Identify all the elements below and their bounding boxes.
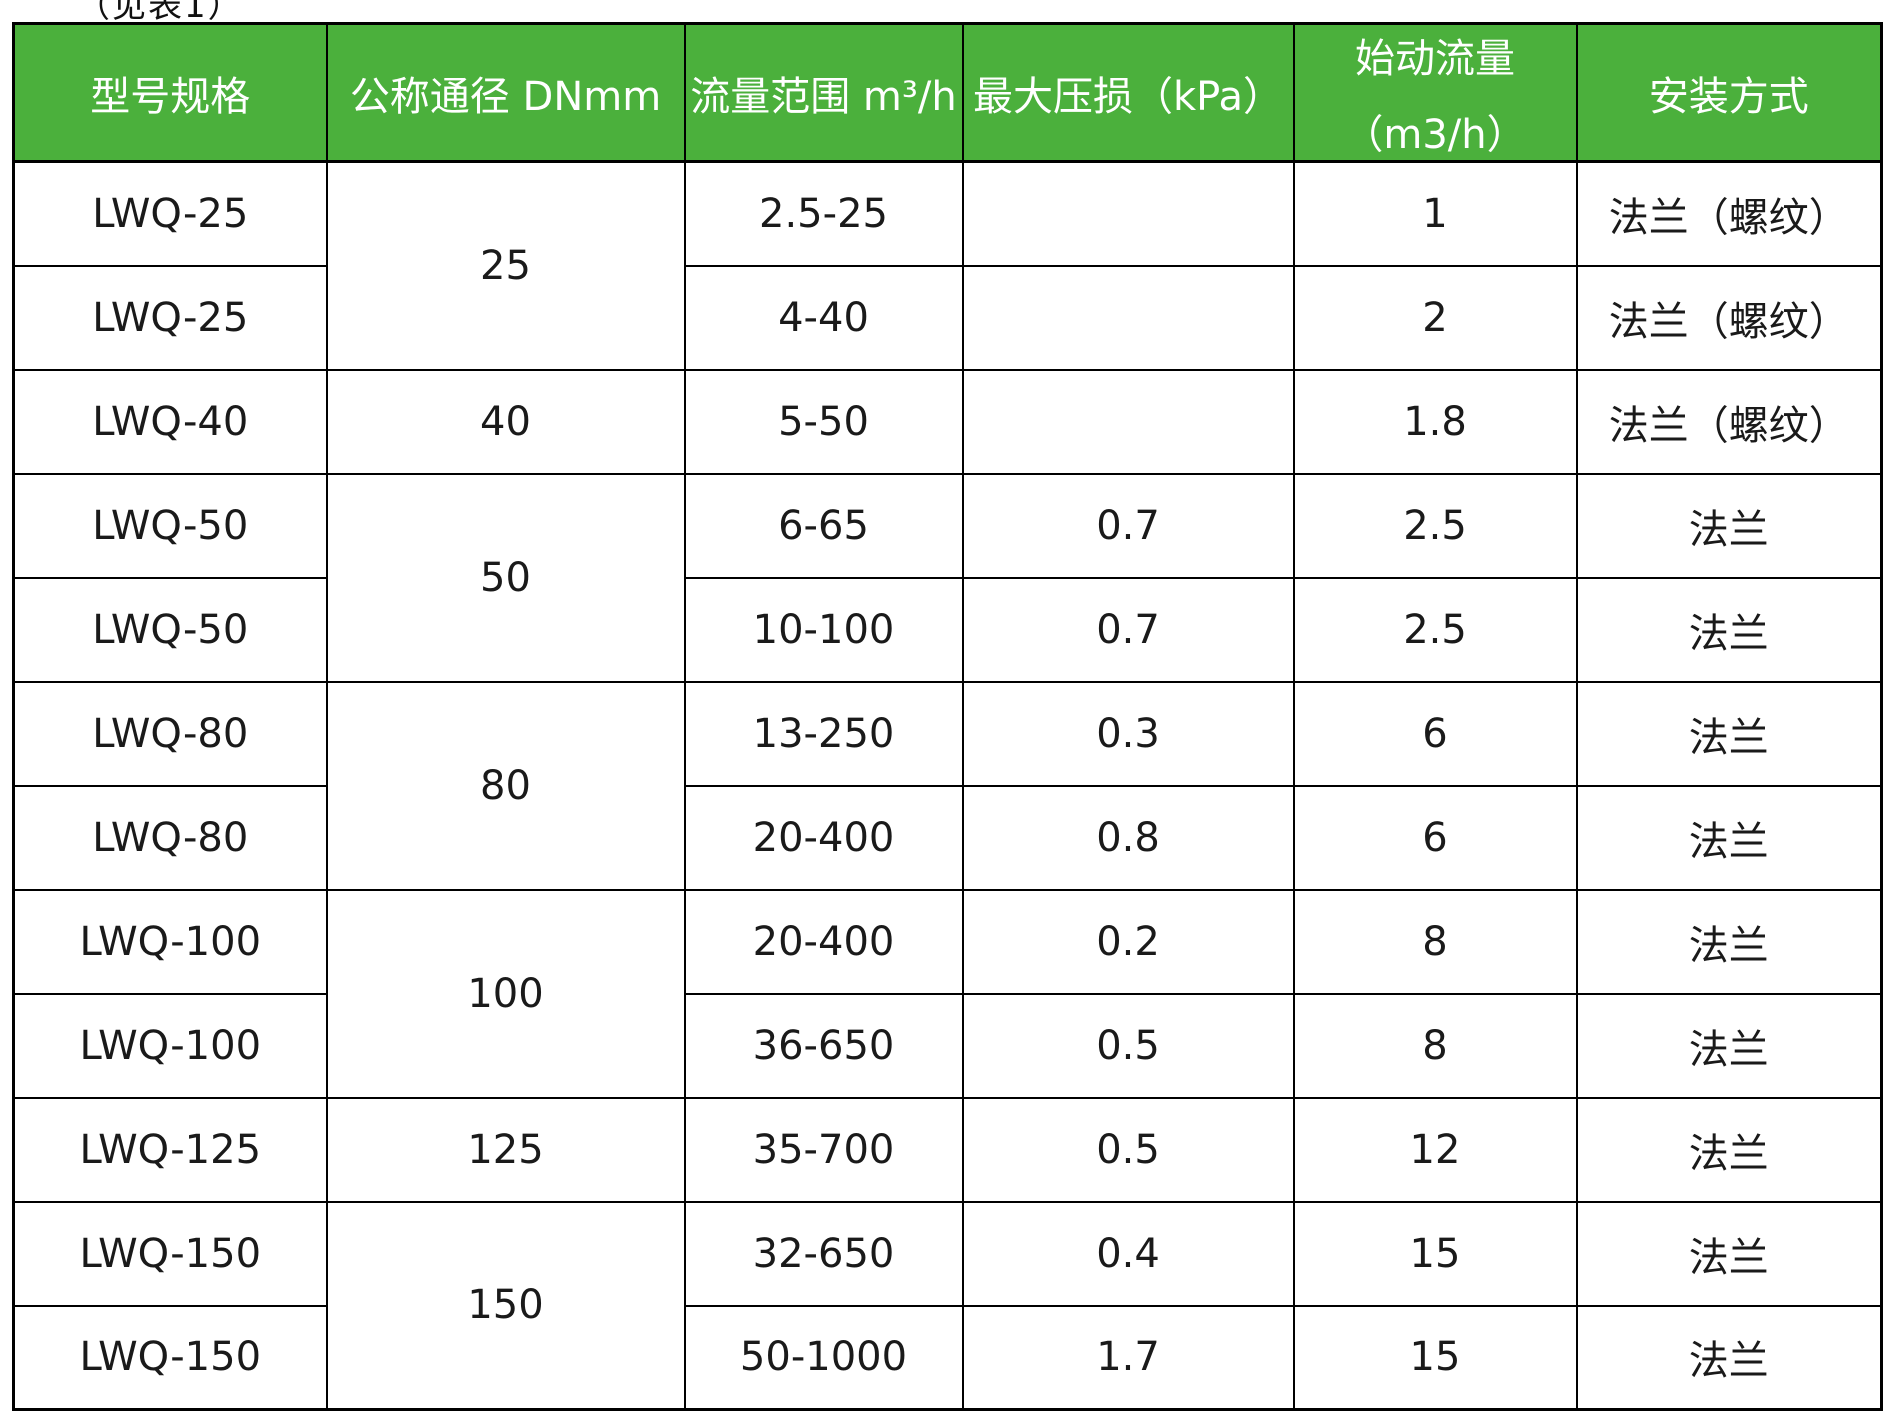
flowmeter-spec-table: 型号规格 公称通径 DNmm 流量范围 m³/h 最大压损（kPa） 始动流量 … — [12, 22, 1883, 1411]
model-cell: LWQ-80 — [12, 784, 328, 891]
max-pressure-loss-cell: 0.2 — [961, 888, 1295, 995]
installation-cell: 法兰（螺纹） — [1575, 160, 1883, 267]
table-row: LWQ-150 150 32-650 0.4 15 法兰 — [12, 1200, 1883, 1411]
max-pressure-loss-cell: 0.4 — [961, 1200, 1295, 1307]
model-cell: LWQ-125 — [12, 1096, 328, 1203]
dn-cell: 150 — [325, 1200, 686, 1411]
model-cell: LWQ-40 — [12, 368, 328, 475]
installation-cell: 法兰 — [1575, 1200, 1883, 1307]
table-row: LWQ-150 50-1000 1.7 15 法兰 — [12, 1304, 1883, 1411]
max-pressure-loss-cell: 0.8 — [961, 784, 1295, 891]
start-flow-cell: 6 — [1292, 680, 1578, 787]
model-cell: LWQ-80 — [12, 680, 328, 787]
table-caption: （见表1） — [76, 0, 244, 26]
table-row: LWQ-100 36-650 0.5 8 法兰 — [12, 992, 1883, 1099]
flow-range-cell: 5-50 — [683, 368, 964, 475]
model-cell: LWQ-100 — [12, 992, 328, 1099]
max-pressure-loss-cell: 1.7 — [961, 1304, 1295, 1411]
max-pressure-loss-cell: 0.5 — [961, 1096, 1295, 1203]
max-pressure-loss-cell: 0.5 — [961, 992, 1295, 1099]
max-pressure-loss-cell — [961, 160, 1295, 267]
col-header-start-flow-line1: 始动流量 — [1355, 35, 1515, 82]
dn-cell: 100 — [325, 888, 686, 1099]
installation-cell: 法兰（螺纹） — [1575, 368, 1883, 475]
installation-cell: 法兰（螺纹） — [1575, 264, 1883, 371]
flow-range-cell: 2.5-25 — [683, 160, 964, 267]
start-flow-cell: 2 — [1292, 264, 1578, 371]
flow-range-cell: 20-400 — [683, 888, 964, 995]
installation-cell: 法兰 — [1575, 784, 1883, 891]
start-flow-cell: 2.5 — [1292, 472, 1578, 579]
installation-cell: 法兰 — [1575, 888, 1883, 995]
col-header-start-flow: 始动流量 （m3/h） — [1292, 22, 1578, 163]
col-header-installation: 安装方式 — [1575, 22, 1883, 163]
flow-range-cell: 10-100 — [683, 576, 964, 683]
flow-range-cell: 50-1000 — [683, 1304, 964, 1411]
col-header-max-pressure-loss: 最大压损（kPa） — [961, 22, 1295, 163]
max-pressure-loss-cell: 0.7 — [961, 576, 1295, 683]
start-flow-cell: 12 — [1292, 1096, 1578, 1203]
start-flow-cell: 15 — [1292, 1304, 1578, 1411]
model-cell: LWQ-25 — [12, 264, 328, 371]
dn-cell: 125 — [325, 1096, 686, 1203]
installation-cell: 法兰 — [1575, 472, 1883, 579]
start-flow-cell: 1.8 — [1292, 368, 1578, 475]
max-pressure-loss-cell — [961, 264, 1295, 371]
installation-cell: 法兰 — [1575, 680, 1883, 787]
table-row: LWQ-80 80 13-250 0.3 6 法兰 — [12, 680, 1883, 891]
flow-range-cell: 20-400 — [683, 784, 964, 891]
header-row: 型号规格 公称通径 DNmm 流量范围 m³/h 最大压损（kPa） 始动流量 … — [12, 22, 1883, 163]
start-flow-cell: 1 — [1292, 160, 1578, 267]
max-pressure-loss-cell: 0.3 — [961, 680, 1295, 787]
max-pressure-loss-cell — [961, 368, 1295, 475]
col-header-model: 型号规格 — [12, 22, 328, 163]
max-pressure-loss-cell: 0.7 — [961, 472, 1295, 579]
model-cell: LWQ-25 — [12, 160, 328, 267]
dn-cell: 40 — [325, 368, 686, 475]
flow-range-cell: 4-40 — [683, 264, 964, 371]
model-cell: LWQ-100 — [12, 888, 328, 995]
start-flow-cell: 8 — [1292, 992, 1578, 1099]
dn-cell: 80 — [325, 680, 686, 891]
flow-range-cell: 13-250 — [683, 680, 964, 787]
installation-cell: 法兰 — [1575, 992, 1883, 1099]
table-row: LWQ-50 50 6-65 0.7 2.5 法兰 — [12, 472, 1883, 683]
col-header-dn: 公称通径 DNmm — [325, 22, 686, 163]
dn-cell: 25 — [325, 160, 686, 371]
table-row: LWQ-25 25 2.5-25 1 法兰（螺纹） — [12, 160, 1883, 371]
col-header-flow-range: 流量范围 m³/h — [683, 22, 964, 163]
model-cell: LWQ-50 — [12, 472, 328, 579]
model-cell: LWQ-150 — [12, 1200, 328, 1307]
start-flow-cell: 2.5 — [1292, 576, 1578, 683]
flow-range-cell: 35-700 — [683, 1096, 964, 1203]
table-row: LWQ-40 40 5-50 1.8 法兰（螺纹） — [12, 368, 1883, 475]
model-cell: LWQ-50 — [12, 576, 328, 683]
installation-cell: 法兰 — [1575, 576, 1883, 683]
start-flow-cell: 8 — [1292, 888, 1578, 995]
flow-range-cell: 36-650 — [683, 992, 964, 1099]
installation-cell: 法兰 — [1575, 1096, 1883, 1203]
table-row: LWQ-125 125 35-700 0.5 12 法兰 — [12, 1096, 1883, 1203]
table-row: LWQ-80 20-400 0.8 6 法兰 — [12, 784, 1883, 891]
model-cell: LWQ-150 — [12, 1304, 328, 1411]
dn-cell: 50 — [325, 472, 686, 683]
table-row: LWQ-25 4-40 2 法兰（螺纹） — [12, 264, 1883, 371]
table-row: LWQ-50 10-100 0.7 2.5 法兰 — [12, 576, 1883, 683]
col-header-start-flow-line2: （m3/h） — [1343, 111, 1527, 158]
flow-range-cell: 6-65 — [683, 472, 964, 579]
table-row: LWQ-100 100 20-400 0.2 8 法兰 — [12, 888, 1883, 1099]
flow-range-cell: 32-650 — [683, 1200, 964, 1307]
installation-cell: 法兰 — [1575, 1304, 1883, 1411]
start-flow-cell: 6 — [1292, 784, 1578, 891]
start-flow-cell: 15 — [1292, 1200, 1578, 1307]
